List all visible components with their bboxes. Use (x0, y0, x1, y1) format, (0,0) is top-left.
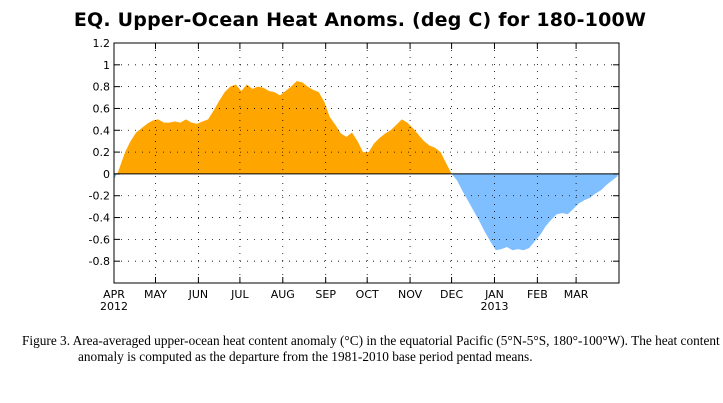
y-tick-label: 0.6 (93, 102, 111, 115)
y-tick-label: 0.8 (93, 81, 111, 94)
heat-anomaly-chart: EQ. Upper-Ocean Heat Anoms. (deg C) for … (74, 9, 646, 313)
x-tick-label: FEB (527, 288, 548, 301)
positive-anomaly-area (114, 81, 618, 174)
y-tick-label: -0.8 (89, 255, 110, 268)
x-year-label: 2013 (480, 300, 508, 313)
negative-anomaly-area (114, 173, 618, 251)
y-tick-label: 0 (103, 168, 110, 181)
y-tick-label: -0.2 (89, 190, 110, 203)
x-tick-label: OCT (356, 288, 379, 301)
x-tick-label: DEC (440, 288, 463, 301)
x-tick-label: SEP (315, 288, 336, 301)
plot-area: 1.2 1 0.8 0.6 0.4 0.2 0 -0.2 -0.4 -0.6 -0.8 APR2012… (89, 37, 619, 313)
x-tick-label: JUL (230, 288, 249, 301)
y-tick-label: 1 (103, 59, 110, 72)
x-tick-label: MAR (564, 288, 589, 301)
figure-caption: Figure 3. Area-averaged upper-ocean heat… (22, 333, 720, 364)
x-tick-label: JAN (484, 288, 504, 301)
x-tick-label: NOV (398, 288, 423, 301)
x-year-label: 2012 (100, 300, 128, 313)
x-tick-label: MAY (144, 288, 167, 301)
y-tick-label: -0.4 (89, 212, 110, 225)
x-tick-label: APR (103, 288, 125, 301)
plot-frame (113, 42, 620, 284)
y-tick-label: 0.4 (93, 124, 111, 137)
y-tick-label: 0.2 (93, 146, 111, 159)
y-tick-label: -0.6 (89, 233, 110, 246)
x-tick-label: AUG (271, 288, 295, 301)
x-tick-label: JUN (188, 288, 209, 301)
chart-title: EQ. Upper-Ocean Heat Anoms. (deg C) for … (74, 9, 646, 31)
y-tick-label: 1.2 (93, 37, 111, 50)
